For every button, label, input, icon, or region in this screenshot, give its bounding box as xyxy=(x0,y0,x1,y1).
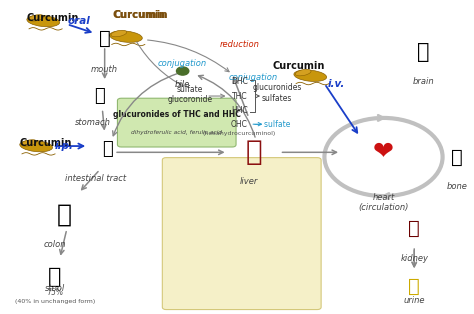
Text: conjugation: conjugation xyxy=(229,73,278,82)
Text: mouth: mouth xyxy=(91,65,118,74)
Text: 🧠: 🧠 xyxy=(418,42,430,62)
Text: 🫐: 🫐 xyxy=(245,138,262,166)
Text: liver: liver xyxy=(240,177,258,186)
Ellipse shape xyxy=(109,31,142,42)
Text: — sulfate: — sulfate xyxy=(254,120,291,129)
Ellipse shape xyxy=(28,15,44,21)
Text: intestinal tract: intestinal tract xyxy=(64,174,126,183)
Text: OHC: OHC xyxy=(231,120,248,129)
Text: HHC: HHC xyxy=(231,106,248,115)
Text: kidney: kidney xyxy=(400,254,428,263)
Text: urine: urine xyxy=(403,296,425,306)
Text: oral: oral xyxy=(67,16,90,26)
Ellipse shape xyxy=(294,70,327,81)
Text: reduction: reduction xyxy=(219,40,259,49)
Text: 🪠: 🪠 xyxy=(57,203,72,227)
Text: 💩: 💩 xyxy=(48,267,62,287)
Text: bone: bone xyxy=(447,182,467,191)
Text: Curcumin: Curcumin xyxy=(112,10,168,20)
Text: 🫔: 🫔 xyxy=(95,87,105,105)
Text: DHC: DHC xyxy=(231,78,248,86)
Text: 🫘: 🫘 xyxy=(409,219,420,238)
Ellipse shape xyxy=(27,15,60,27)
Text: 🟡: 🟡 xyxy=(409,277,420,296)
FancyBboxPatch shape xyxy=(162,158,321,310)
Text: 👄: 👄 xyxy=(99,29,110,48)
Text: (hexahydrocurcuminol): (hexahydrocurcuminol) xyxy=(203,131,276,136)
Circle shape xyxy=(176,67,189,75)
Text: 🪠: 🪠 xyxy=(101,140,112,158)
Text: brain: brain xyxy=(413,77,435,86)
Text: sulfate
glucoronide: sulfate glucoronide xyxy=(167,85,212,104)
Text: conjugation: conjugation xyxy=(158,59,207,68)
Ellipse shape xyxy=(21,140,37,146)
Text: (40% in unchanged form): (40% in unchanged form) xyxy=(15,299,95,304)
Ellipse shape xyxy=(20,140,53,152)
Text: dihydroferulic acid, ferulic acid: dihydroferulic acid, ferulic acid xyxy=(131,130,222,135)
Text: bile: bile xyxy=(175,80,190,89)
Text: glucuronides of THC and HHC: glucuronides of THC and HHC xyxy=(113,110,241,119)
Text: ❤: ❤ xyxy=(373,140,394,164)
Text: i.v.: i.v. xyxy=(328,78,345,89)
FancyBboxPatch shape xyxy=(118,98,236,147)
Text: stomach: stomach xyxy=(75,118,111,127)
Text: heart
(circulation): heart (circulation) xyxy=(358,193,409,212)
Ellipse shape xyxy=(295,69,311,76)
Text: i.p.: i.p. xyxy=(55,141,74,151)
Text: 75%: 75% xyxy=(46,289,64,297)
Text: Curcumin: Curcumin xyxy=(114,10,166,20)
Text: Curcumin: Curcumin xyxy=(19,138,72,148)
Text: stool: stool xyxy=(45,284,65,293)
Text: Curcumin: Curcumin xyxy=(272,61,325,71)
Text: Curcumin: Curcumin xyxy=(27,13,79,23)
Text: colon: colon xyxy=(44,240,66,249)
Text: glucuronides
sulfates: glucuronides sulfates xyxy=(253,83,302,103)
Ellipse shape xyxy=(111,30,127,37)
Text: 🦴: 🦴 xyxy=(451,148,463,166)
Text: THC: THC xyxy=(232,92,247,100)
